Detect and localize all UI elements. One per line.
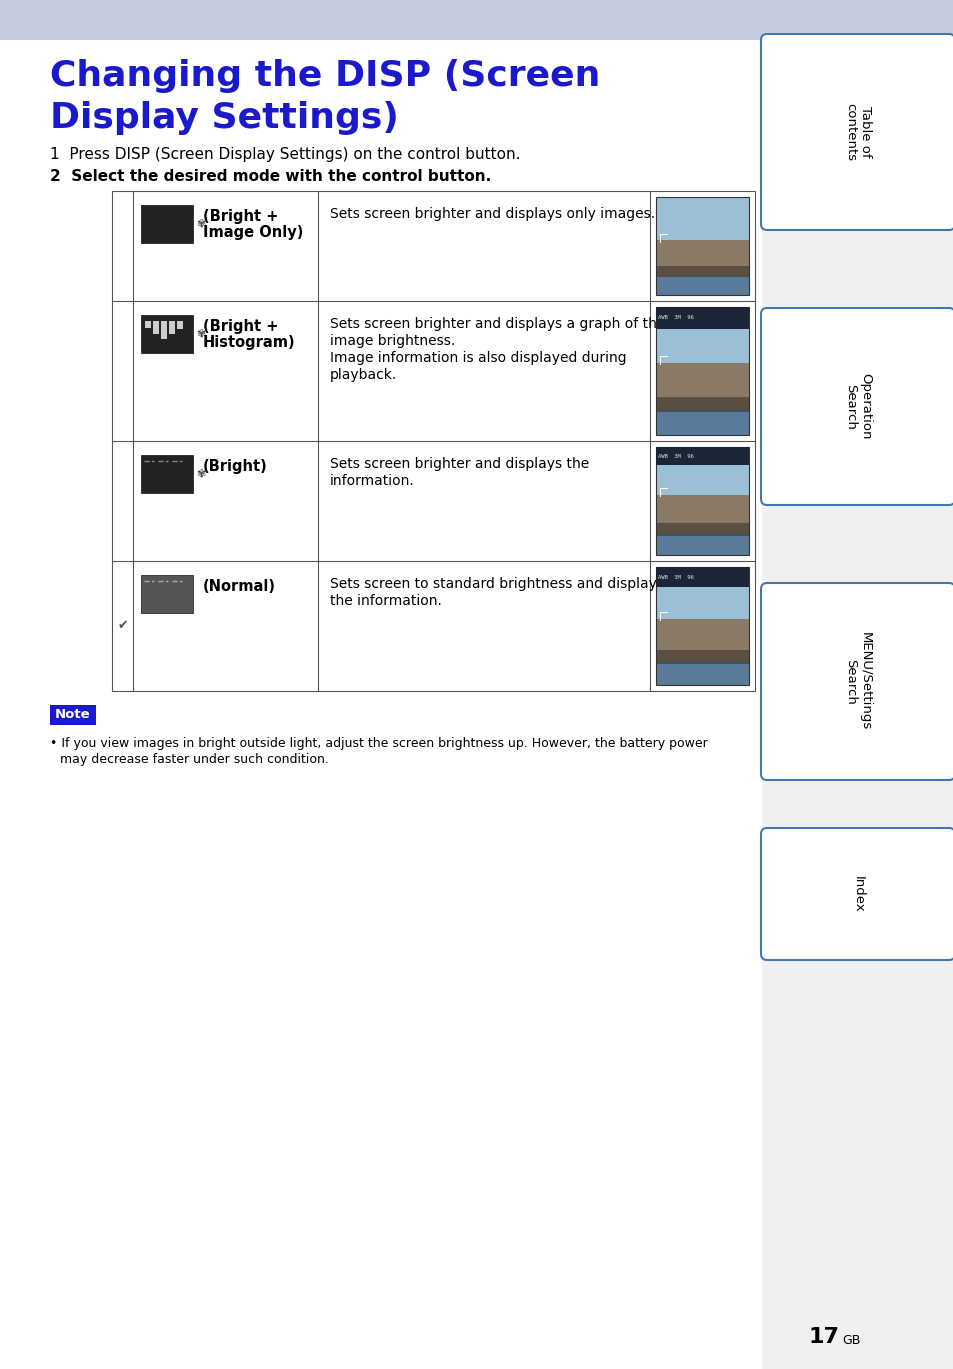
FancyBboxPatch shape [760,828,953,960]
Bar [141,455,193,493]
Text: GB: GB [841,1333,860,1347]
Bar [656,567,748,587]
Bar [656,448,748,513]
Text: information.: information. [330,474,415,487]
Text: Sets screen brighter and displays the: Sets screen brighter and displays the [330,457,589,471]
Bar [656,567,748,641]
Text: may decrease faster under such condition.: may decrease faster under such condition… [60,753,329,767]
FancyBboxPatch shape [760,308,953,505]
Text: AWB  3M  96: AWB 3M 96 [658,453,693,459]
Text: Sets screen brighter and displays a graph of the: Sets screen brighter and displays a grap… [330,318,664,331]
Text: (Bright): (Bright) [203,459,268,474]
Text: playback.: playback. [330,368,396,382]
Text: AWB  3M  96: AWB 3M 96 [658,315,693,320]
Bar [656,307,748,435]
Text: 17: 17 [808,1327,840,1347]
Bar [50,705,96,726]
Text: AWB  3M  96: AWB 3M 96 [658,575,693,579]
Bar [656,523,748,535]
Bar [141,205,193,244]
Text: ✾: ✾ [195,329,205,340]
Text: MENU/Settings
Search: MENU/Settings Search [843,632,871,731]
Text: Histogram): Histogram) [203,335,295,350]
Text: 2  Select the desired mode with the control button.: 2 Select the desired mode with the contr… [50,168,491,183]
Bar [656,266,748,278]
Text: the information.: the information. [330,594,441,608]
FancyBboxPatch shape [760,583,953,780]
Text: Changing the DISP (Screen: Changing the DISP (Screen [50,59,599,93]
Text: (Normal): (Normal) [203,579,275,594]
Text: Operation
Search: Operation Search [843,374,871,439]
Text: Display Settings): Display Settings) [50,101,398,136]
Text: Note: Note [55,709,91,721]
Text: Image Only): Image Only) [203,225,303,240]
Bar [141,315,193,353]
Bar [656,307,748,329]
Text: (Bright +: (Bright + [203,209,278,225]
Bar [656,567,748,684]
Bar [656,534,748,554]
Text: Table of
contents: Table of contents [843,103,871,162]
Text: Image information is also displayed during: Image information is also displayed duri… [330,350,626,366]
Bar [761,0,953,1369]
Text: 1  Press DISP (Screen Display Settings) on the control button.: 1 Press DISP (Screen Display Settings) o… [50,146,520,162]
Bar [656,661,748,684]
Bar [152,320,159,334]
Bar [656,397,748,412]
Bar [112,192,754,691]
Bar [656,275,748,294]
Bar [161,320,167,340]
Bar [656,197,748,294]
Bar [656,240,748,278]
Bar [761,0,953,40]
Text: • If you view images in bright outside light, adjust the screen brightness up. H: • If you view images in bright outside l… [50,737,707,750]
Text: ✾: ✾ [195,470,205,479]
FancyBboxPatch shape [760,34,953,230]
Text: ✾: ✾ [195,219,205,229]
Bar [141,575,193,613]
Bar [656,448,748,554]
Bar [656,363,748,412]
Text: (Bright +: (Bright + [203,319,278,334]
Bar [656,307,748,386]
Bar [656,650,748,664]
Bar [656,409,748,435]
Text: Sets screen to standard brightness and displays: Sets screen to standard brightness and d… [330,576,663,591]
Bar [656,448,748,465]
Bar [169,320,174,334]
Bar [656,197,748,257]
Bar [656,494,748,535]
Text: ✔: ✔ [117,620,128,632]
Bar [0,0,953,40]
Bar [656,619,748,664]
Bar [177,320,183,329]
Text: Sets screen brighter and displays only images.: Sets screen brighter and displays only i… [330,207,655,220]
Bar [145,320,151,327]
Text: image brightness.: image brightness. [330,334,455,348]
Text: Index: Index [851,876,863,912]
